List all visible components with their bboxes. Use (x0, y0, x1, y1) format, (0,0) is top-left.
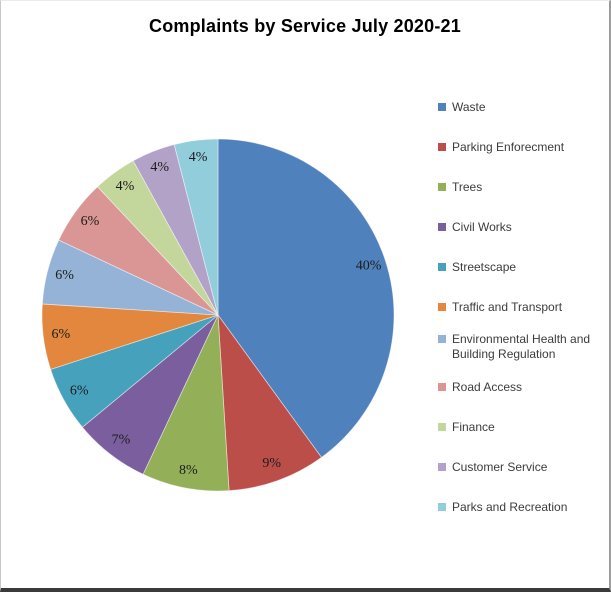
legend-item: Civil Works (438, 207, 600, 247)
legend-item: Waste (438, 87, 600, 127)
slice-label: 4% (150, 160, 169, 175)
legend-item-inner: Trees (438, 180, 482, 195)
legend-item-inner: Customer Service (438, 460, 547, 475)
legend-color-swatch (438, 502, 446, 511)
legend-item-label: Waste (452, 99, 486, 114)
legend-item-inner: Environmental Health and Building Regula… (438, 332, 600, 362)
legend-item: Customer Service (438, 447, 600, 487)
legend-item-inner: Waste (438, 100, 486, 115)
slice-label: 4% (116, 179, 135, 194)
legend-item-label: Customer Service (452, 459, 548, 474)
legend-item-inner: Finance (438, 420, 495, 435)
legend-item-label: Road Access (452, 379, 523, 394)
legend-item: Finance (438, 407, 600, 447)
legend-color-swatch (438, 422, 446, 431)
legend-color-swatch (438, 302, 446, 311)
pie-slice-waste (217, 138, 395, 458)
legend-item-inner: Civil Works (438, 220, 512, 235)
legend-color-swatch (438, 462, 446, 471)
legend-item-inner: Road Access (438, 380, 522, 395)
legend-item-label: Civil Works (452, 219, 512, 234)
legend-item: Road Access (438, 367, 600, 407)
legend-item: Parks and Recreation (438, 487, 600, 527)
legend-item-inner: Streetscape (438, 260, 516, 275)
legend-item-inner: Traffic and Transport (438, 300, 562, 315)
legend-color-swatch (438, 335, 446, 343)
slice-label: 6% (55, 268, 74, 283)
legend-item-label: Streetscape (452, 259, 517, 274)
legend-item-label: Environmental Health and Building Regula… (452, 332, 591, 361)
slice-label: 8% (179, 463, 198, 478)
slice-label: 9% (262, 456, 281, 471)
slice-label: 6% (81, 214, 100, 229)
legend-color-swatch (438, 382, 446, 391)
legend-item-label: Finance (452, 419, 495, 434)
legend-item: Traffic and Transport (438, 287, 600, 327)
pie-slice-trees (142, 314, 230, 492)
legend-item-inner: Parking Enforecment (438, 140, 564, 155)
legend-color-swatch (438, 262, 446, 271)
legend-color-swatch (438, 142, 446, 151)
legend-color-swatch (438, 182, 446, 191)
legend-item: Environmental Health and Building Regula… (438, 327, 600, 367)
legend-item: Streetscape (438, 247, 600, 287)
slice-label: 7% (112, 432, 131, 447)
legend-item: Trees (438, 167, 600, 207)
legend-item: Parking Enforecment (438, 127, 600, 167)
legend-item-label: Parks and Recreation (452, 499, 568, 514)
legend-item-label: Parking Enforecment (452, 139, 565, 154)
legend-item-label: Trees (452, 179, 483, 194)
pie-slice-parking-enforecment (217, 313, 323, 492)
pie-slice-parks-and-recreation (173, 138, 219, 316)
slice-label: 6% (70, 384, 89, 399)
slice-label: 6% (51, 327, 70, 342)
legend-item-label: Traffic and Transport (452, 299, 563, 314)
legend-color-swatch (438, 102, 446, 111)
legend-color-swatch (438, 222, 446, 231)
slice-label: 4% (189, 150, 208, 165)
legend: Waste Parking Enforecment Trees Civil Works… (438, 87, 600, 527)
slice-label: 40% (356, 258, 382, 273)
chart-title: Complaints by Service July 2020-21 (149, 16, 461, 36)
legend-item-inner: Parks and Recreation (438, 500, 567, 515)
